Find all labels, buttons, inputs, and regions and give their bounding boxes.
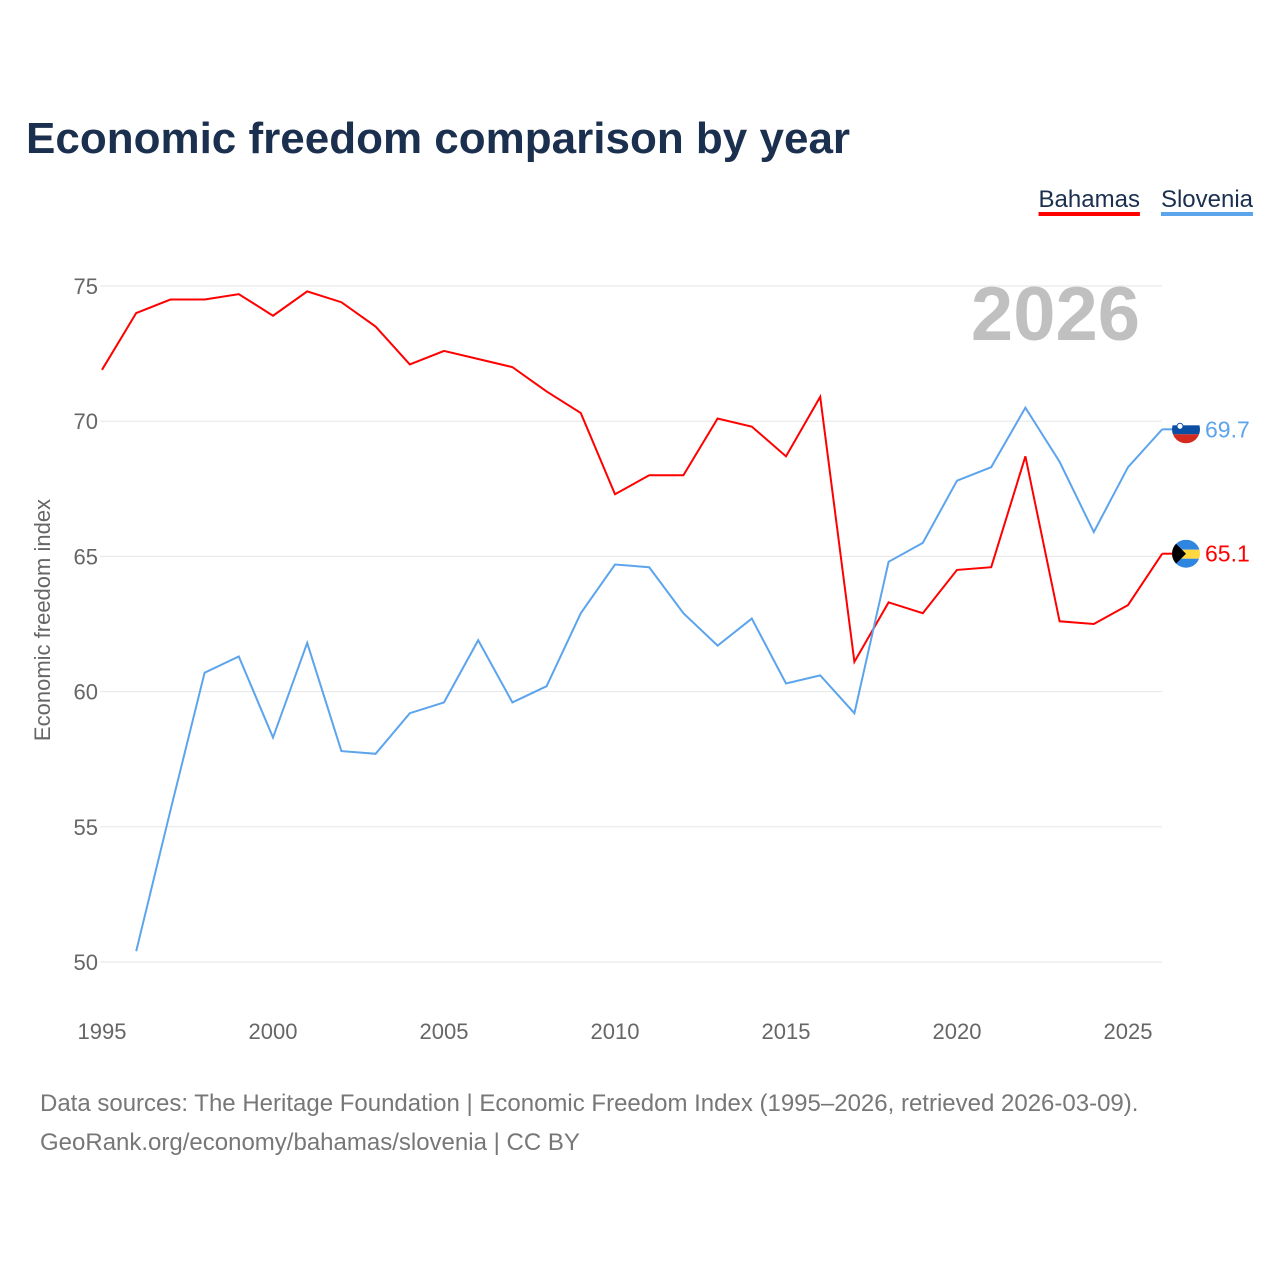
series-line-slovenia [135,405,1163,952]
series-line-bahamas [101,290,1164,665]
y-tick-label: 50 [74,950,98,975]
x-tick-label: 2005 [420,1019,469,1044]
y-axis-label: Economic freedom index [30,499,55,741]
end-value-label: 69.7 [1205,416,1250,442]
y-tick-label: 55 [74,815,98,840]
x-tick-label: 2025 [1104,1019,1153,1044]
y-tick-label: 65 [74,544,98,569]
footer-credit: GeoRank.org/economy/bahamas/slovenia | C… [40,1129,580,1156]
flag-slovenia-icon [1172,415,1200,444]
x-tick-label: 2000 [249,1019,298,1044]
legend: Slovenia Bahamas [1038,186,1254,216]
x-tick-label: 2010 [591,1019,640,1044]
y-tick-label: 60 [74,680,98,705]
legend-swatch [1038,212,1140,216]
year-watermark: 2026 [971,272,1140,357]
grid: 50 55 60 65 70 75 1995 2000 2005 2010 2015 2020 2025 [74,274,1162,1044]
legend-item-bahamas[interactable]: Bahamas [1039,186,1140,213]
flag-bahamas-icon [1172,539,1200,568]
y-tick-label: 75 [74,274,98,299]
chart-title: Economic freedom comparison by year [26,114,850,163]
legend-swatch [1160,212,1253,216]
end-value-label: 65.1 [1205,541,1250,567]
y-tick-label: 70 [74,409,98,434]
series-lines: 65.1 69.7 [101,290,1250,952]
legend-item-slovenia[interactable]: Slovenia [1161,186,1254,213]
x-tick-label: 2015 [762,1019,811,1044]
x-tick-label: 2020 [933,1019,982,1044]
footer-sources: Data sources: The Heritage Foundation | … [40,1090,1138,1117]
x-tick-label: 1995 [78,1019,127,1044]
